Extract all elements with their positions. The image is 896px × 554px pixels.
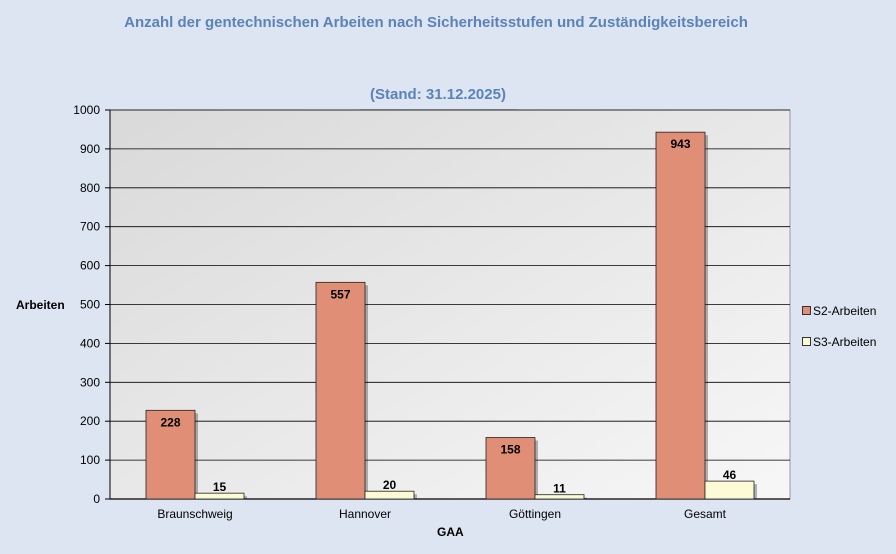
data-label: 11: [553, 482, 566, 496]
data-label: 158: [500, 443, 520, 457]
y-tick-label: 800: [80, 181, 100, 195]
chart-subtitle: (Stand: 31.12.2025): [370, 86, 506, 103]
chart-legend: S2-Arbeiten S3-Arbeiten: [802, 303, 876, 365]
bar-s2: [655, 131, 706, 500]
y-tick-label: 500: [80, 298, 100, 312]
chart-title: Anzahl der gentechnischen Arbeiten nach …: [124, 14, 748, 31]
y-tick-label: 100: [80, 453, 100, 467]
bar-s2: [315, 281, 366, 500]
y-tick-label: 200: [80, 414, 100, 428]
x-tick-label: Göttingen: [509, 507, 561, 521]
data-label: 943: [670, 137, 690, 151]
legend-label-s2: S2-Arbeiten: [813, 303, 877, 318]
bar-s2: [485, 437, 536, 500]
bar-s3: [534, 494, 585, 500]
x-tick-label: Braunschweig: [157, 507, 232, 521]
y-tick-label: 0: [93, 492, 100, 506]
bar-s3: [364, 490, 415, 500]
y-tick-label: 400: [80, 336, 100, 350]
data-label: 15: [213, 480, 227, 494]
legend-item-s3: S3-Arbeiten: [802, 334, 876, 349]
data-label: 20: [383, 478, 397, 492]
legend-label-s3: S3-Arbeiten: [813, 334, 877, 349]
data-label: 46: [723, 468, 737, 482]
bar-s3: [704, 480, 755, 500]
x-axis-label: GAA: [437, 525, 464, 539]
bar-s3: [194, 492, 245, 500]
x-tick-label: Hannover: [339, 507, 391, 521]
data-label: 228: [160, 415, 180, 429]
data-label: 557: [330, 287, 350, 301]
y-axis-label: Arbeiten: [16, 298, 65, 312]
bar-s2: [145, 409, 196, 500]
y-tick-label: 700: [80, 220, 100, 234]
legend-swatch-s2: [802, 306, 811, 315]
y-tick-label: 300: [80, 375, 100, 389]
y-tick-label: 1000: [73, 103, 100, 117]
legend-item-s2: S2-Arbeiten: [802, 303, 876, 318]
legend-swatch-s3: [802, 337, 811, 346]
x-tick-label: Gesamt: [684, 507, 727, 521]
y-tick-label: 900: [80, 142, 100, 156]
y-tick-label: 600: [80, 259, 100, 273]
